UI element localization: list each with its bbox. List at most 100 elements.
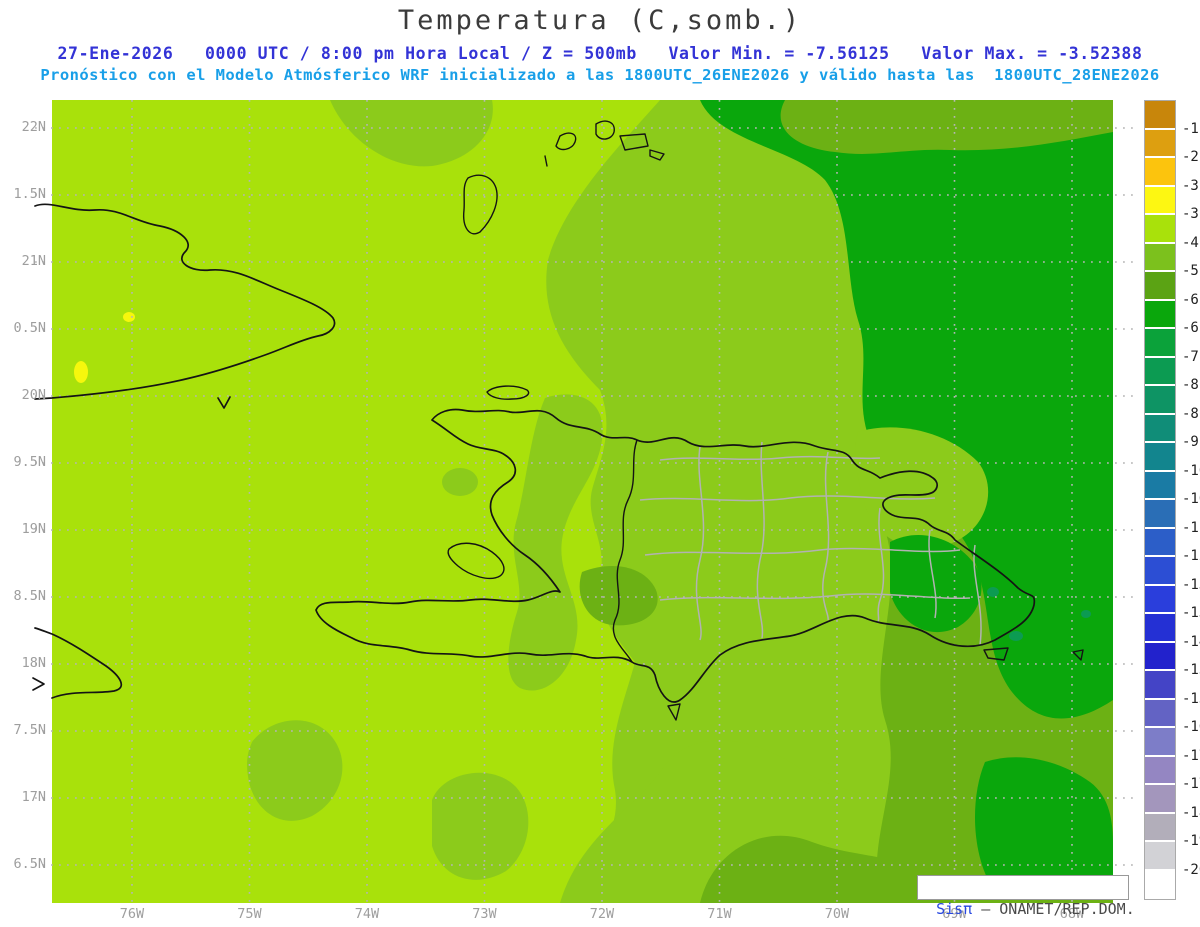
colorbar-tick-label: -19.3	[1182, 833, 1200, 849]
colorbar-swatch	[1145, 728, 1175, 757]
attribution-org: – ONAMET/REP.DOM.	[972, 900, 1135, 918]
colorbar-swatch	[1145, 642, 1175, 671]
colorbar-tick-label: -10.2	[1182, 462, 1200, 479]
fill-level1-central-mountains	[508, 394, 603, 691]
fill-level2-bottom	[700, 835, 940, 903]
attribution-box: Sisπ – ONAMET/REP.DOM.	[917, 875, 1135, 918]
lon-tick-label: 71W	[707, 906, 732, 922]
colorbar-swatch	[1145, 528, 1175, 557]
colorbar-tick-label: -20	[1182, 861, 1200, 878]
fill-yellow-spot	[123, 312, 135, 322]
coastline-layer	[32, 120, 1084, 721]
colorbar	[1144, 100, 1176, 900]
colorbar-tick-label: -6.7	[1182, 320, 1200, 336]
colorbar-swatch	[1145, 557, 1175, 586]
forecast-line-2: Pronóstico con el Modelo Atmósferico WRF…	[40, 66, 1160, 84]
colorbar-swatch	[1145, 500, 1175, 529]
colorbar-swatch	[1145, 785, 1175, 814]
fill-level1-topband	[330, 100, 493, 167]
colorbar-tick-label: -16.5	[1182, 719, 1200, 735]
beata-island	[667, 703, 681, 721]
colorbar-tick-label: -17.2	[1182, 747, 1200, 764]
lat-tick-label: 8.5N	[13, 588, 46, 604]
fill-level4-spot	[987, 587, 999, 597]
colorbar-tick-label: -3.2	[1182, 177, 1200, 194]
colorbar-swatch	[1145, 870, 1175, 899]
turks-caicos-3	[619, 133, 649, 151]
map-title: Temperatura (C,somb.)	[397, 5, 803, 36]
fill-yellow-spot	[74, 361, 88, 383]
lat-tick-label: 22N	[21, 119, 46, 135]
colorbar-swatch	[1145, 585, 1175, 614]
fill-level4-spot	[1009, 631, 1023, 641]
colorbar-tick-label: -3.9	[1182, 206, 1200, 222]
colorbar-swatch	[1145, 443, 1175, 472]
colorbar-swatch	[1145, 300, 1175, 329]
attribution-brand: Sisπ	[936, 900, 973, 918]
colorbar-swatch	[1145, 186, 1175, 215]
jamaica-coastline	[34, 627, 123, 699]
lat-tick-label: 0.5N	[13, 320, 46, 336]
colorbar-swatch	[1145, 614, 1175, 643]
colorbar-tick-label: -8.8	[1182, 405, 1200, 422]
lat-tick-label: 6.5N	[13, 856, 46, 872]
fill-level3-southeast-blob	[890, 534, 982, 633]
colorbar-tick-label: -5.3	[1182, 263, 1200, 279]
colorbar-swatch	[1145, 357, 1175, 386]
lon-tick-label: 74W	[354, 906, 380, 922]
colorbar-tick-label: -10.9	[1182, 491, 1200, 507]
province-borders-layer	[639, 441, 982, 646]
fill-level1-nw-haiti	[442, 468, 478, 496]
small-islands	[447, 120, 1084, 721]
colorbar-swatch	[1145, 414, 1175, 443]
colorbar-swatch	[1145, 129, 1175, 158]
temperature-fill-layer	[52, 100, 1113, 903]
colorbar-tick-label: -11.6	[1182, 519, 1200, 536]
colorbar-swatch	[1145, 386, 1175, 415]
lat-tick-label: 1.5N	[13, 186, 46, 202]
lon-tick-label: 73W	[472, 906, 497, 922]
colorbar-tick-label: -8.1	[1182, 377, 1200, 393]
forecast-line-1: 27-Ene-2026 0000 UTC / 8:00 pm Hora Loca…	[57, 44, 1143, 63]
fill-level3-southeast-corner	[974, 757, 1113, 900]
haiti-dr-border	[612, 439, 638, 663]
tortue-island	[486, 385, 530, 400]
colorbar-tick-label: -2.5	[1182, 149, 1200, 165]
colorbar-tick-label: -15.1	[1182, 662, 1200, 678]
fill-level3-northeast	[700, 100, 1113, 719]
colorbar-swatch	[1145, 671, 1175, 700]
guantanamo-notch	[217, 396, 231, 409]
colorbar-swatch	[1145, 101, 1175, 130]
colorbar-swatch	[1145, 215, 1175, 244]
colorbar-tick-label: -17.9	[1182, 776, 1200, 792]
turks-caicos-4	[649, 149, 665, 161]
lat-tick-label: 18N	[21, 655, 46, 671]
colorbar-tick-label: -9.5	[1182, 434, 1200, 450]
colorbar-swatch	[1145, 243, 1175, 272]
gonave-island	[447, 542, 505, 580]
colorbar-swatch	[1145, 813, 1175, 842]
fill-level1-south-central	[432, 772, 529, 880]
lat-tick-label: 20N	[21, 387, 46, 403]
turks-caicos-1	[555, 132, 577, 151]
colorbar-swatch	[1145, 842, 1175, 871]
lat-tick-label: 21N	[21, 253, 46, 269]
turks-caicos-2	[595, 120, 615, 140]
lon-tick-label: 68W	[1050, 906, 1094, 922]
lon-tick-label: 70W	[824, 906, 850, 922]
colorbar-swatch	[1145, 329, 1175, 358]
colorbar-tick-label: -6	[1182, 291, 1199, 308]
fill-level4-spot	[1081, 610, 1091, 618]
colorbar-tick-label: -4.6	[1182, 234, 1200, 251]
jamaica-west-tick	[32, 677, 45, 691]
mona-island	[1072, 649, 1084, 661]
lat-tick-label: 17N	[21, 789, 46, 805]
colorbar-swatch	[1145, 756, 1175, 785]
colorbar-swatch	[1145, 272, 1175, 301]
latlon-grid	[35, 100, 1133, 907]
colorbar-swatch	[1145, 699, 1175, 728]
hispaniola-coastline	[315, 408, 1036, 703]
great-inagua-island	[463, 174, 498, 235]
fill-level1-samana-band	[855, 427, 989, 549]
